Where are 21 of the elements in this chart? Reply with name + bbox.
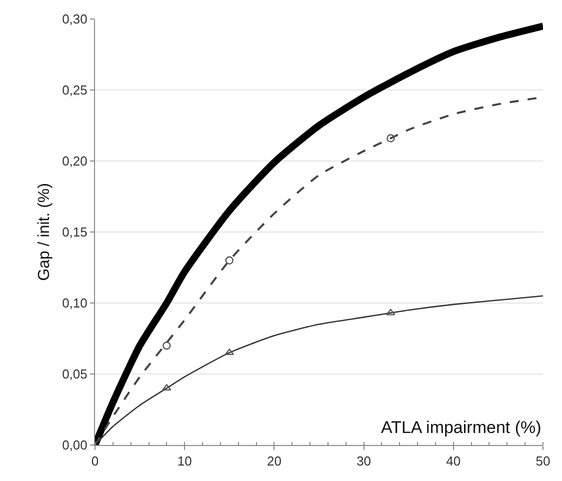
- y-tick-label: 0,30: [62, 12, 88, 27]
- point: [386, 308, 396, 316]
- point: [386, 134, 395, 142]
- y-axis-title: Gap / init. (%): [36, 183, 53, 281]
- x-tick-label: 50: [536, 454, 550, 469]
- x-tick-label: 10: [177, 454, 192, 469]
- point: [162, 342, 171, 350]
- point: [225, 256, 234, 264]
- y-tick-label: 0,25: [62, 82, 88, 98]
- y-tick-label: 0,05: [62, 366, 88, 382]
- y-tick-label: 0,15: [62, 224, 88, 240]
- x-tick-label: 40: [446, 454, 461, 469]
- y-tick-label: 0,00: [62, 438, 88, 453]
- x-tick-label: 30: [356, 454, 372, 469]
- x-tick-label: 0: [91, 454, 99, 469]
- y-tick-label: 0,10: [62, 296, 88, 311]
- point: [162, 384, 172, 391]
- y-tick-label: 0,20: [62, 154, 88, 169]
- x-tick-label: 20: [266, 454, 282, 469]
- point: [224, 348, 234, 356]
- x-axis-title: ATLA impairment (%): [381, 418, 542, 437]
